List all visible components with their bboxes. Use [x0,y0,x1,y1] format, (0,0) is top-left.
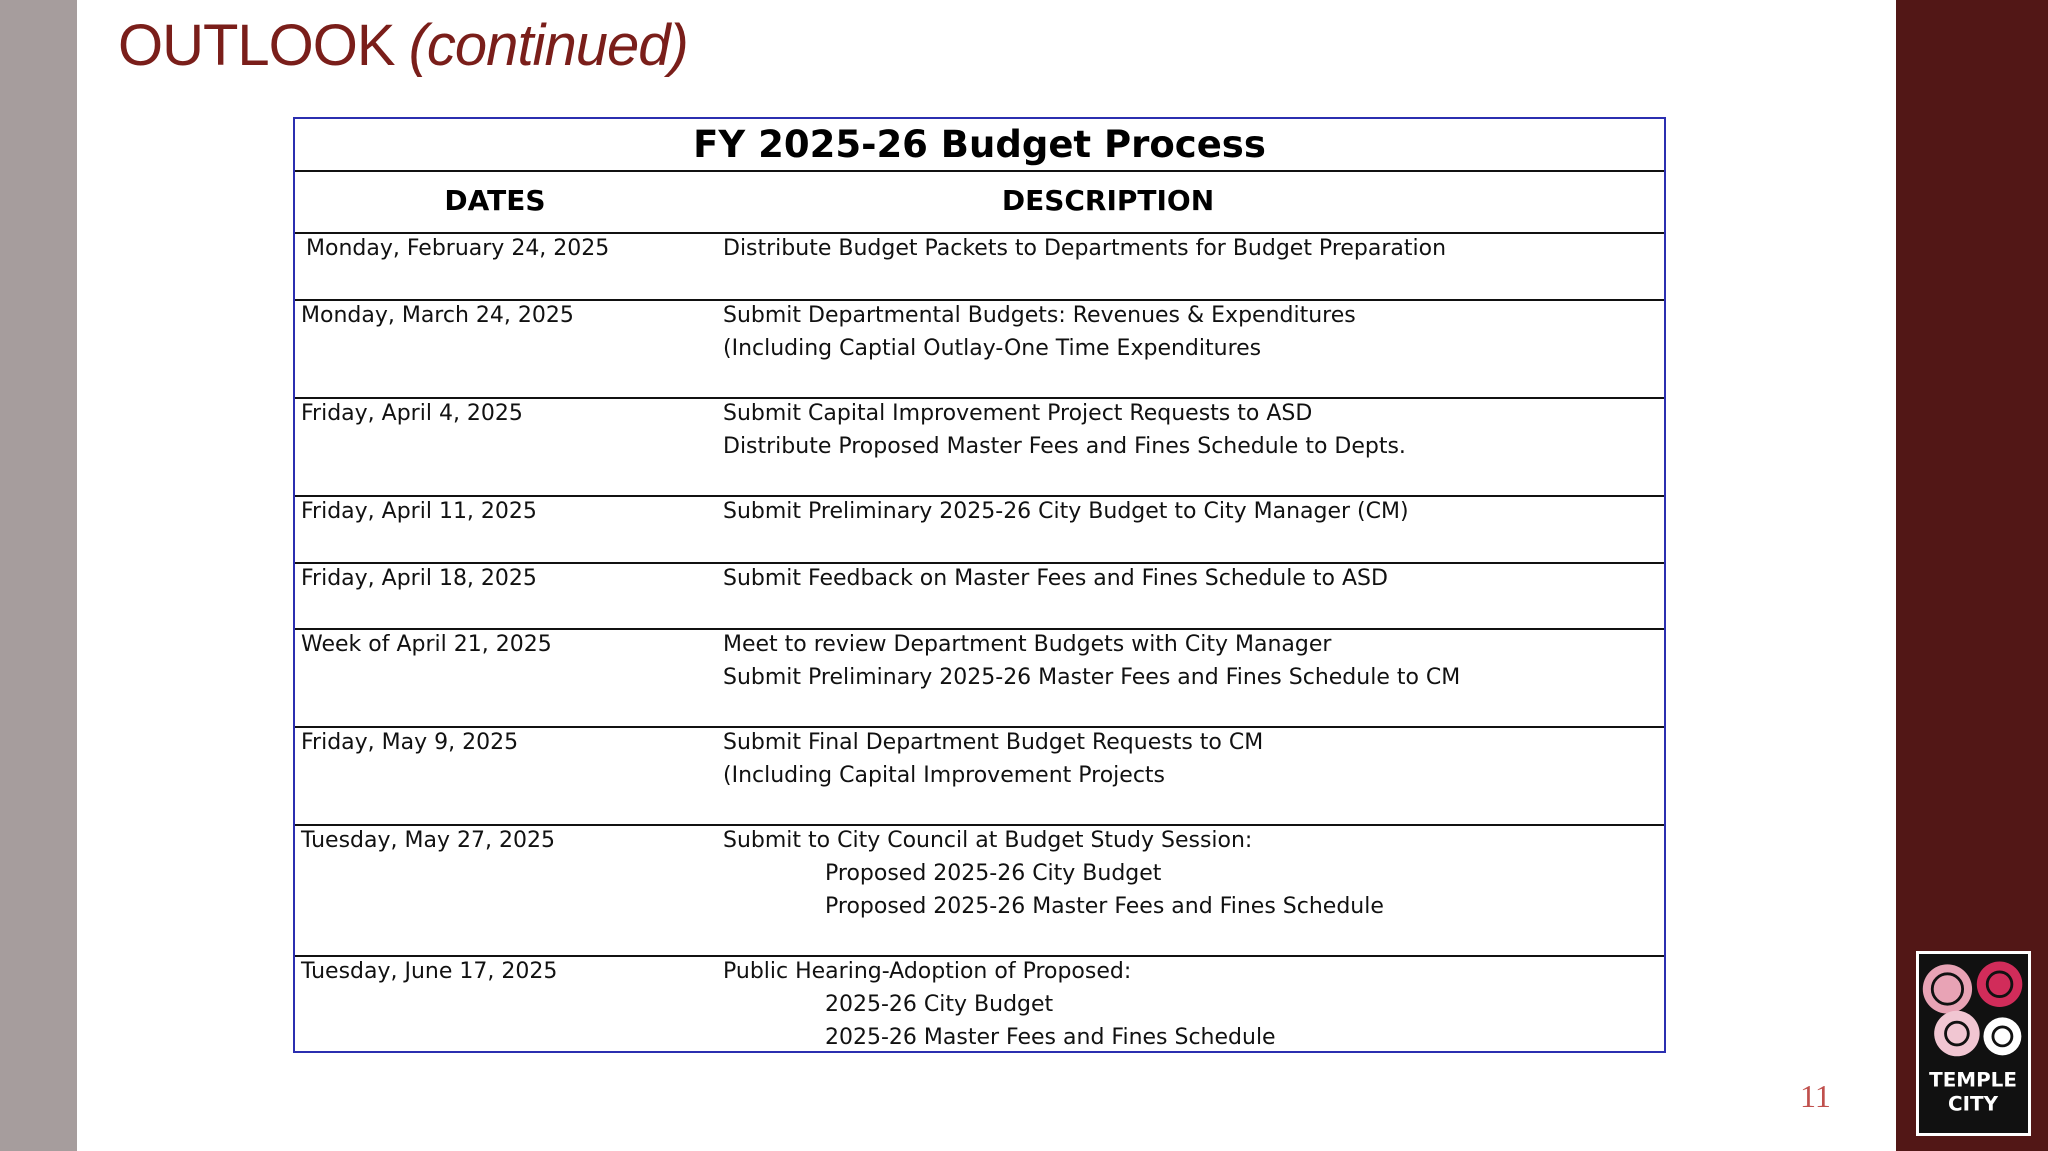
slide-title: OUTLOOK (continued) [118,12,689,79]
left-bar [0,0,77,1151]
row-item: Proposed 2025-26 City Budget [825,861,1162,886]
rule [295,628,1664,630]
rule [295,562,1664,564]
row-description: Submit Capital Improvement Project Reque… [723,401,1313,426]
row-date: Week of April 21, 2025 [301,632,552,657]
row-description: Submit Final Department Budget Requests … [723,730,1264,755]
rule [295,824,1664,826]
row-description: Submit Preliminary 2025-26 City Budget t… [723,499,1409,524]
title-main: OUTLOOK [118,13,396,78]
row-description: Distribute Proposed Master Fees and Fine… [723,434,1406,459]
row-description: Submit Feedback on Master Fees and Fines… [723,566,1388,591]
row-date: Friday, May 9, 2025 [301,730,519,755]
row-description: Submit to City Council at Budget Study S… [723,828,1253,853]
budget-table: FY 2025-26 Budget Process DATES DESCRIPT… [293,117,1666,1053]
row-description: Distribute Budget Packets to Departments… [723,236,1447,261]
row-description: Submit Departmental Budgets: Revenues & … [723,303,1356,328]
rule [295,726,1664,728]
row-item: 2025-26 Master Fees and Fines Schedule [825,1025,1276,1050]
logo-roses [1922,961,2023,1057]
row-description: (Including Capital Improvement Projects [723,763,1165,788]
row-date: Monday, March 24, 2025 [301,303,574,328]
table-title: FY 2025-26 Budget Process [693,123,1266,166]
row-date: Tuesday, June 17, 2025 [301,959,558,984]
header-dates: DATES [444,184,546,217]
title-emphasis: (continued) [408,13,689,78]
row-item: Proposed 2025-26 Master Fees and Fines S… [825,894,1384,919]
logo: TEMPLE CITY [1916,951,2031,1136]
rule [295,170,1664,172]
rule [295,397,1664,399]
row-date: Tuesday, May 27, 2025 [301,828,555,853]
page-number: 11 [1800,1078,1831,1114]
header-description: DESCRIPTION [1001,184,1215,217]
rule [295,495,1664,497]
rule [295,232,1664,234]
rule [295,955,1664,957]
rule [295,299,1664,301]
row-description: Public Hearing-Adoption of Proposed: [723,959,1132,984]
logo-line2: CITY [1948,1092,1999,1115]
row-date: Monday, February 24, 2025 [306,236,610,261]
row-description: (Including Captial Outlay-One Time Expen… [723,336,1262,361]
row-item: 2025-26 City Budget [825,992,1054,1017]
row-description: Meet to review Department Budgets with C… [723,632,1332,657]
logo-line1: TEMPLE [1929,1069,2017,1092]
row-date: Friday, April 4, 2025 [301,401,523,426]
row-date: Friday, April 18, 2025 [301,566,537,591]
row-date: Friday, April 11, 2025 [301,499,537,524]
row-description: Submit Preliminary 2025-26 Master Fees a… [723,665,1461,690]
